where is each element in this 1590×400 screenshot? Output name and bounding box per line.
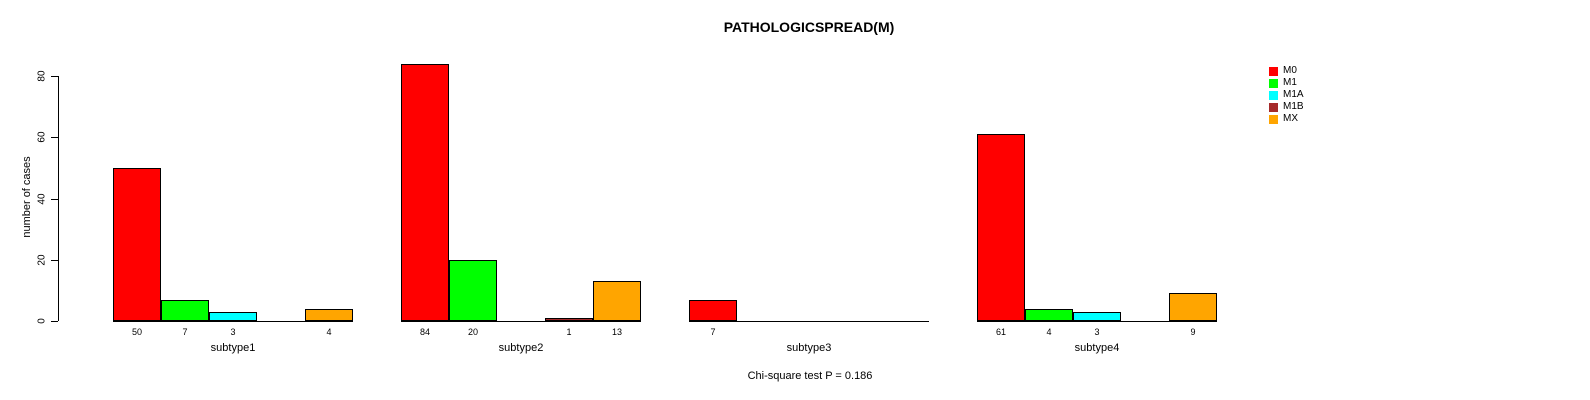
bar-subtype4-MX — [1169, 293, 1217, 321]
bar-subtype2-MX — [593, 281, 641, 321]
y-axis-tick-label: 20 — [36, 254, 48, 266]
x-axis-label-subtype1: subtype1 — [210, 342, 256, 354]
x-axis-label-subtype3: subtype3 — [786, 342, 832, 354]
bar-value-label: 20 — [467, 327, 479, 337]
x-axis-label-subtype4: subtype4 — [1074, 342, 1120, 354]
x-baseline — [977, 321, 1217, 322]
bar-value-label: 13 — [611, 327, 623, 337]
legend: M0 M1 M1A M1B MX — [1269, 65, 1304, 125]
y-axis-tick-label: 80 — [36, 70, 48, 82]
bar-value-label: 4 — [1046, 327, 1052, 337]
y-axis-tick-label: 60 — [36, 131, 48, 143]
x-baseline — [113, 321, 353, 322]
bar-subtype4-M1A — [1073, 312, 1121, 321]
bar-value-label: 9 — [1190, 327, 1196, 337]
bar-value-label: 50 — [131, 327, 143, 337]
legend-item-M1B: M1B — [1269, 101, 1304, 113]
bar-value-label: 7 — [710, 327, 716, 337]
bar-value-label: 61 — [995, 327, 1007, 337]
bar-subtype1-M1A — [209, 312, 257, 321]
bar-value-label: 3 — [1094, 327, 1100, 337]
y-axis-tick — [51, 76, 58, 77]
legend-label-MX: MX — [1283, 113, 1298, 124]
legend-item-M1: M1 — [1269, 77, 1304, 89]
legend-item-M1A: M1A — [1269, 89, 1304, 101]
bar-subtype4-M0 — [977, 134, 1025, 321]
bar-subtype2-M1B — [545, 318, 593, 321]
y-axis-line — [58, 76, 59, 321]
bar-value-label: 1 — [566, 327, 572, 337]
y-axis-tick — [51, 321, 58, 322]
legend-swatch-M0 — [1269, 66, 1278, 76]
bar-subtype2-M0 — [401, 64, 449, 321]
x-axis-label-subtype2: subtype2 — [498, 342, 544, 354]
y-axis-tick — [51, 198, 58, 200]
bar-subtype1-MX — [305, 309, 353, 321]
y-axis-title: number of cases — [21, 156, 33, 238]
bar-subtype4-M1 — [1025, 309, 1073, 321]
x-baseline — [689, 321, 929, 322]
legend-label-M0: M0 — [1283, 65, 1297, 76]
legend-item-MX: MX — [1269, 113, 1304, 125]
bar-subtype1-M0 — [113, 168, 161, 321]
y-axis-tick-label: 40 — [36, 192, 48, 205]
legend-item-M0: M0 — [1269, 65, 1304, 77]
bar-value-label: 7 — [182, 327, 188, 337]
y-axis-tick-label: 0 — [36, 318, 48, 324]
x-baseline — [401, 321, 641, 322]
chart-title: PATHOLOGICSPREAD(M) — [723, 19, 895, 35]
bar-value-label: 84 — [419, 327, 431, 337]
legend-swatch-M1B — [1269, 102, 1278, 112]
bar-subtype1-M1 — [161, 300, 209, 321]
legend-label-M1B: M1B — [1283, 101, 1304, 112]
bar-value-label: 4 — [326, 327, 332, 337]
bar-subtype3-M0 — [689, 300, 737, 321]
y-axis-tick — [51, 137, 58, 139]
legend-label-M1A: M1A — [1283, 89, 1304, 100]
bar-subtype2-M1 — [449, 260, 497, 321]
bar-value-label: 3 — [230, 327, 236, 337]
chi-square-note: Chi-square test P = 0.186 — [747, 370, 873, 382]
legend-swatch-M1A — [1269, 90, 1278, 100]
y-axis-tick — [51, 259, 58, 261]
legend-swatch-MX — [1269, 114, 1278, 124]
legend-label-M1: M1 — [1283, 77, 1297, 88]
legend-swatch-M1 — [1269, 78, 1278, 88]
